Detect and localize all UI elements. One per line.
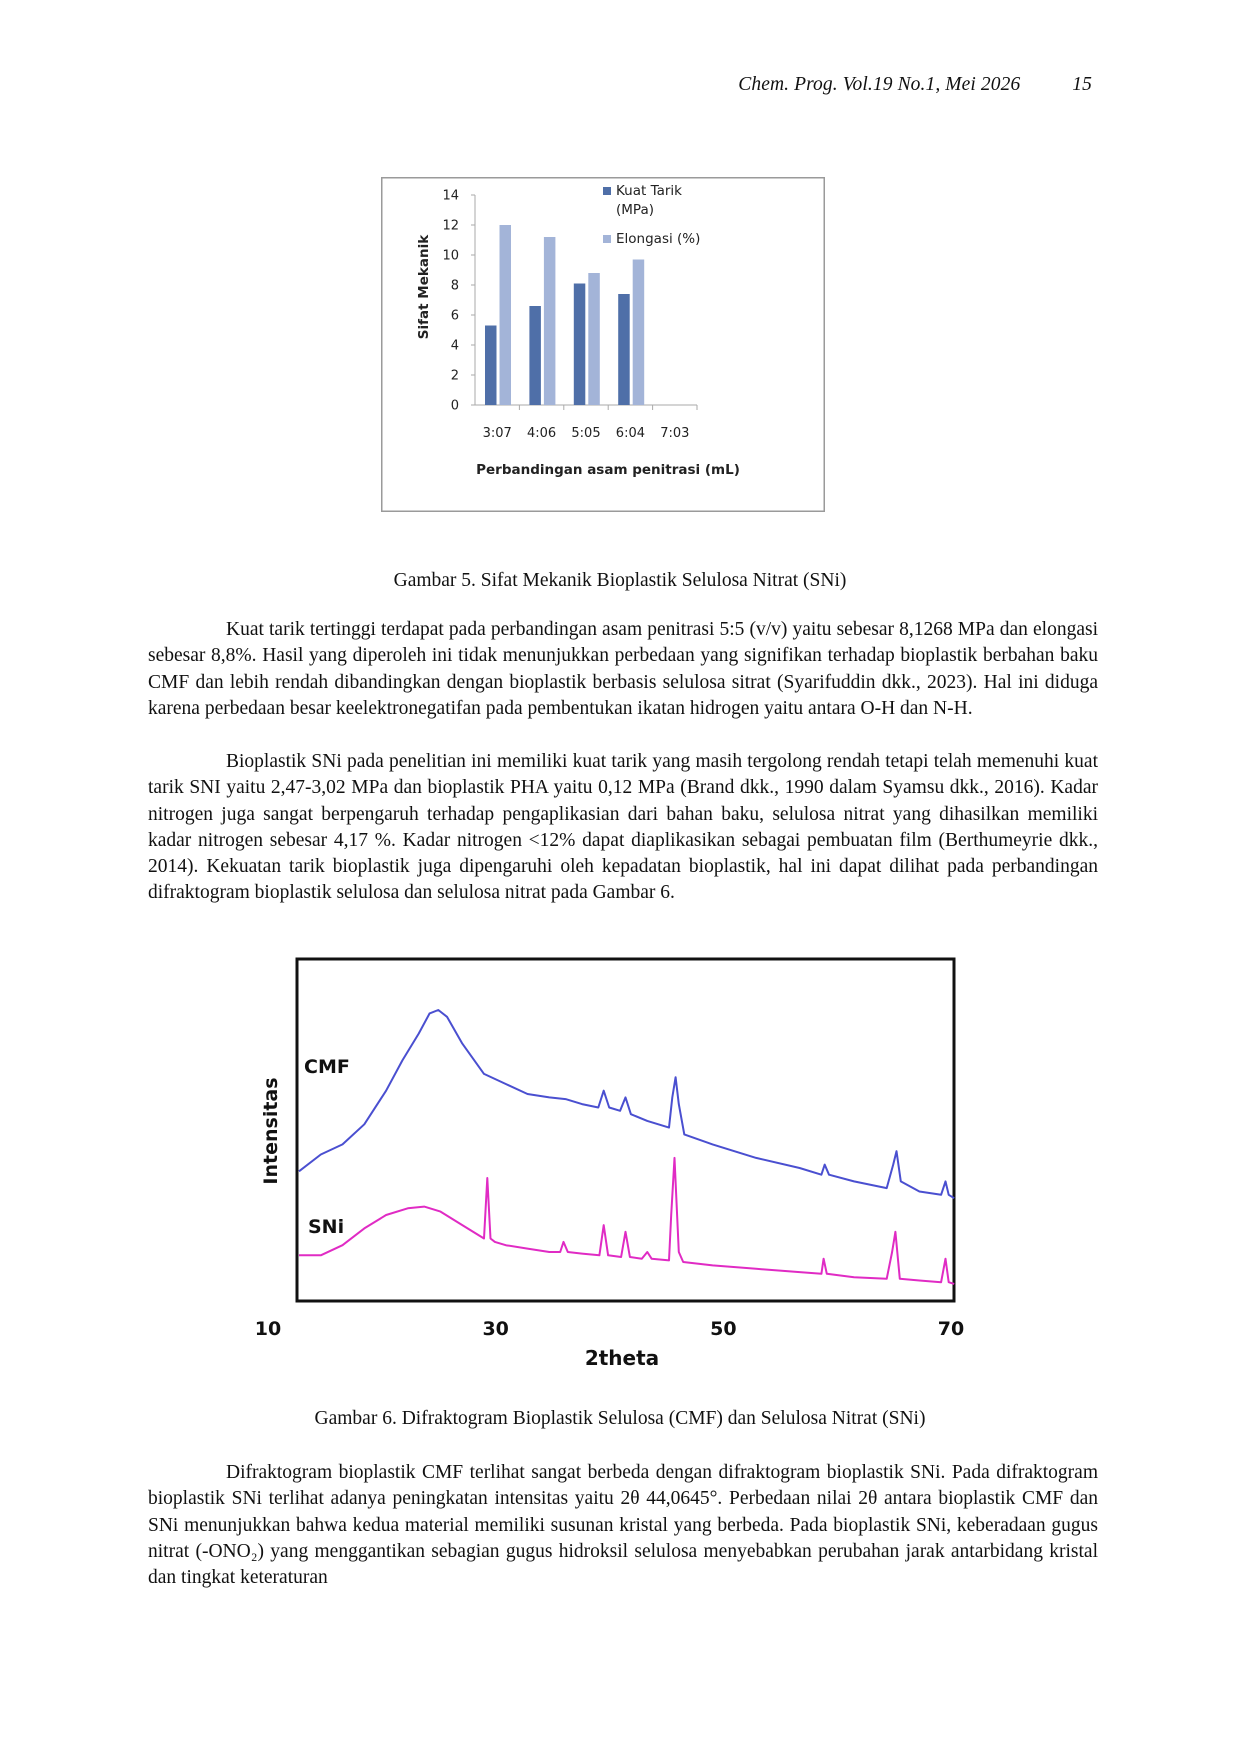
bar-elongasi (588, 273, 600, 405)
x-axis-label: Perbandingan asam penitrasi (mL) (476, 462, 740, 478)
xrd-line-sni (299, 1156, 955, 1285)
legend-label: Elongasi (%) (616, 231, 700, 247)
xrd-line-cmf (298, 1009, 955, 1200)
y-tick-label: 2 (451, 369, 459, 384)
bar-elongasi (543, 237, 556, 405)
series-label-cmf: CMF (304, 1056, 350, 1078)
legend-swatch (603, 187, 611, 195)
x-tick-label: 70 (938, 1318, 964, 1340)
y-tick-label: 6 (451, 309, 459, 324)
figure-6-xrd-chart: 10 30 50 70 Intensitas 2theta CMF SNi (255, 957, 964, 1370)
series-label-sni: SNi (308, 1216, 344, 1238)
paragraph-3-text: Difraktogram bioplastik CMF terlihat san… (148, 1462, 1098, 1589)
x-tick-label: 3:07 (483, 426, 512, 441)
bar-kuat-tarik (529, 306, 541, 405)
journal-name: Chem. Prog. Vol.19 No.1, Mei 2026 (738, 74, 1021, 95)
y-tick-label: 14 (442, 189, 459, 204)
paragraph-1: Kuat tarik tertinggi terdapat pada perba… (148, 617, 1098, 722)
y-tick-label: 4 (451, 339, 459, 354)
x-tick-label: 50 (710, 1318, 736, 1340)
y-tick-label: 8 (451, 279, 459, 294)
y-axis-label: Sifat Mekanik (416, 234, 432, 339)
paragraph-3: Difraktogram bioplastik CMF terlihat san… (148, 1460, 1098, 1591)
y-tick-label: 0 (451, 399, 459, 414)
figure-5-bar-chart: 0 2 4 6 8 10 12 14 3:07 4:06 5:05 6:04 7:03 Kuat Tar… (381, 177, 825, 512)
running-header: Chem. Prog. Vol.19 No.1, Mei 2026 15 (738, 74, 1092, 96)
x-tick-label: 30 (482, 1318, 508, 1340)
chart-frame (381, 177, 825, 512)
paragraph-2-text: Bioplastik SNi pada penelitian ini memil… (148, 751, 1098, 904)
x-axis-label: 2theta (585, 1346, 659, 1370)
y-axis-label: Intensitas (260, 1077, 282, 1184)
paragraph-1-text: Kuat tarik tertinggi terdapat pada perba… (148, 619, 1098, 719)
bar-kuat-tarik (485, 325, 497, 405)
bar-kuat-tarik (573, 283, 586, 405)
x-tick-label: 6:04 (616, 426, 645, 441)
bar-elongasi (499, 225, 511, 405)
x-tick-label: 5:05 (571, 426, 600, 441)
plot-frame (295, 957, 956, 1303)
figure-5-caption: Gambar 5. Sifat Mekanik Bioplastik Selul… (393, 570, 847, 591)
legend-label: (MPa) (616, 202, 654, 218)
bar-elongasi (632, 259, 645, 405)
x-tick-label: 7:03 (660, 426, 689, 441)
legend-label: Kuat Tarik (616, 183, 682, 199)
y-tick-label: 10 (442, 249, 459, 264)
page-number: 15 (1072, 74, 1092, 95)
legend-swatch (603, 235, 611, 243)
x-tick-label: 10 (255, 1318, 281, 1340)
y-tick-label: 12 (442, 219, 459, 234)
figure-6-caption: Gambar 6. Difraktogram Bioplastik Selulo… (314, 1408, 926, 1429)
x-tick-label: 4:06 (527, 426, 556, 441)
bar-kuat-tarik (618, 294, 630, 405)
paragraph-2: Bioplastik SNi pada penelitian ini memil… (148, 749, 1098, 907)
